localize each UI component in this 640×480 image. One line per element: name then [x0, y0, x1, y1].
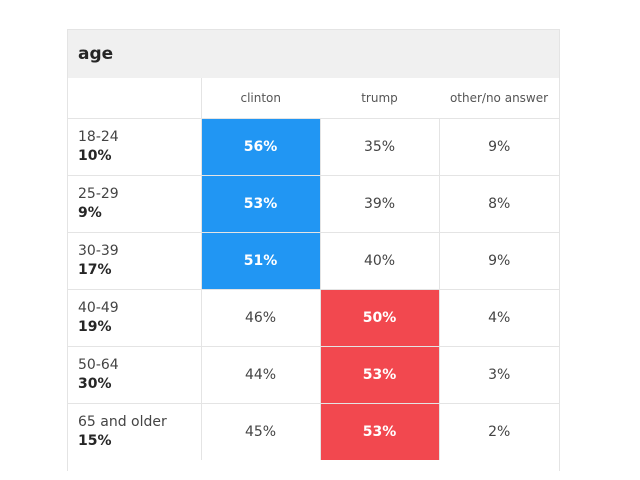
results-table: clinton trump other/no answer 18-24 10% 56…	[68, 78, 559, 460]
value-cell-clinton: 44%	[200, 346, 320, 404]
value-cell-clinton: 46%	[200, 289, 320, 347]
value-cell-clinton: 53%	[200, 175, 320, 233]
header-other: other/no answer	[439, 78, 559, 119]
table-row: 18-24 10% 56% 35% 9%	[68, 118, 559, 176]
value-cell-trump: 39%	[319, 175, 439, 233]
row-group-label: 40-49	[78, 300, 119, 316]
row-group-cell: 65 and older 15%	[68, 404, 201, 461]
table-row: 40-49 19% 46% 50% 4%	[68, 289, 559, 347]
row-group-cell: 30-39 17%	[68, 232, 201, 290]
row-group-share: 9%	[78, 205, 102, 221]
value-cell-trump: 35%	[319, 118, 439, 176]
row-group-share: 19%	[78, 319, 112, 335]
header-group-column	[68, 78, 202, 119]
row-group-label: 50-64	[78, 357, 119, 373]
value-cell-clinton: 51%	[200, 232, 320, 290]
row-group-label: 25-29	[78, 186, 119, 202]
value-cell-trump: 53%	[319, 403, 439, 460]
row-group-label: 18-24	[78, 129, 119, 145]
row-group-cell: 25-29 9%	[68, 175, 201, 233]
table-row: 30-39 17% 51% 40% 9%	[68, 232, 559, 290]
value-cell-trump: 53%	[319, 346, 439, 404]
value-cell-clinton: 45%	[200, 403, 320, 460]
value-cell-clinton: 56%	[200, 118, 320, 176]
value-cell-other: 8%	[438, 175, 559, 233]
row-group-cell: 18-24 10%	[68, 118, 201, 176]
table-row: 65 and older 15% 45% 53% 2%	[68, 403, 559, 461]
value-cell-other: 4%	[438, 289, 559, 347]
value-cell-other: 9%	[438, 232, 559, 290]
header-row: clinton trump other/no answer	[68, 78, 559, 119]
value-cell-other: 2%	[438, 403, 559, 460]
value-cell-other: 9%	[438, 118, 559, 176]
value-cell-trump: 50%	[319, 289, 439, 347]
row-group-label: 65 and older	[78, 414, 167, 430]
row-group-share: 10%	[78, 148, 112, 164]
row-group-cell: 50-64 30%	[68, 346, 201, 404]
table-row: 50-64 30% 44% 53% 3%	[68, 346, 559, 404]
row-group-share: 30%	[78, 376, 112, 392]
value-cell-other: 3%	[438, 346, 559, 404]
value-cell-trump: 40%	[319, 232, 439, 290]
exit-poll-table-panel: age clinton trump other/no answer 18-24 1…	[67, 29, 560, 471]
table-title: age	[68, 30, 559, 78]
table-footer	[68, 460, 559, 474]
row-group-share: 15%	[78, 433, 112, 449]
header-trump: trump	[320, 78, 439, 119]
header-clinton: clinton	[201, 78, 320, 119]
row-group-label: 30-39	[78, 243, 119, 259]
row-group-share: 17%	[78, 262, 112, 278]
table-row: 25-29 9% 53% 39% 8%	[68, 175, 559, 233]
row-group-cell: 40-49 19%	[68, 289, 201, 347]
